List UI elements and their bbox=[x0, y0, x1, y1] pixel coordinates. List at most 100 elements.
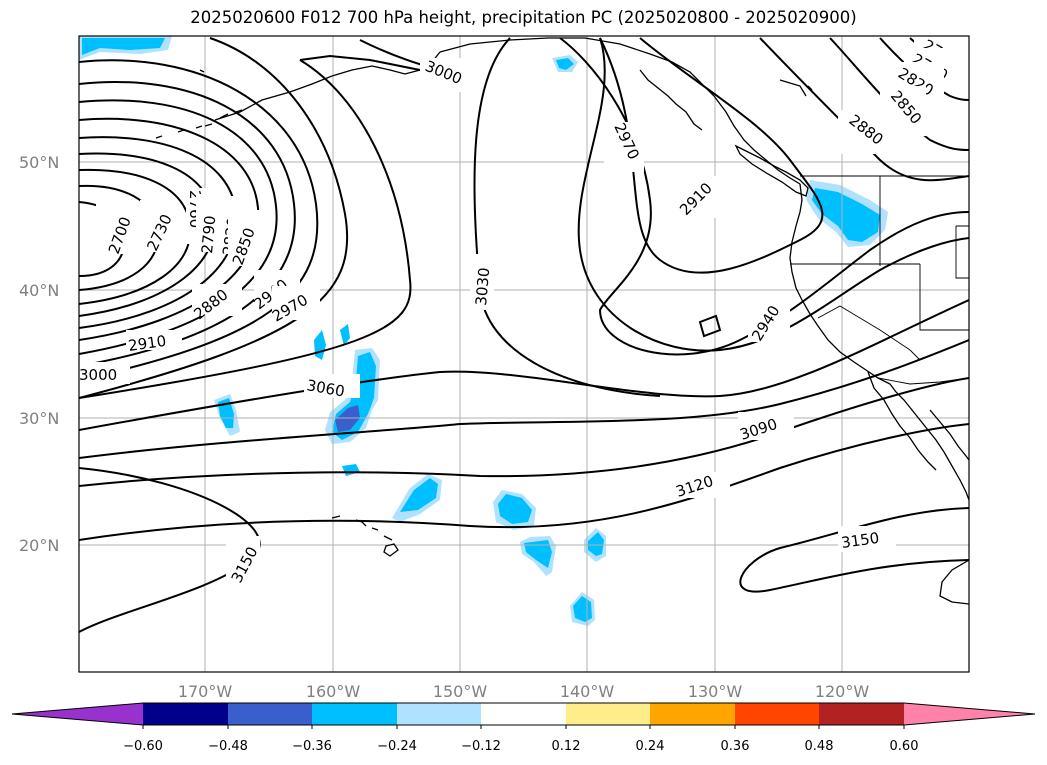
clabel-bg bbox=[738, 412, 794, 440]
contour-2940-east bbox=[577, 37, 969, 352]
aleutian-islands bbox=[155, 109, 243, 139]
clabel-bg bbox=[676, 176, 724, 218]
precip-patch bbox=[556, 58, 574, 70]
clabel-bg bbox=[226, 536, 260, 586]
precip-patch bbox=[588, 532, 604, 556]
contour-label-3000: 3000 bbox=[79, 366, 117, 384]
coastline-us-west bbox=[789, 183, 891, 385]
colorbar-segment bbox=[143, 703, 228, 725]
island-points bbox=[199, 69, 813, 97]
lon-label-150w: 150°W bbox=[433, 682, 488, 701]
contour-2880 bbox=[79, 99, 278, 355]
lat-label-40n: 40°N bbox=[19, 281, 59, 300]
contour-3030 bbox=[79, 299, 969, 431]
clabel-bg bbox=[196, 194, 218, 252]
clabel-bg bbox=[79, 362, 130, 384]
border-state-lines-1 bbox=[790, 176, 969, 331]
contour-3090 bbox=[79, 377, 969, 487]
clabel-bg bbox=[304, 374, 360, 398]
clabel-bg bbox=[604, 122, 644, 172]
lon-label-170w: 170°W bbox=[178, 682, 233, 701]
contour-2850 bbox=[79, 117, 260, 341]
clabel-bg bbox=[272, 286, 320, 320]
coastlines bbox=[155, 37, 969, 605]
lon-label-140w: 140°W bbox=[560, 682, 615, 701]
colorbar-ticks bbox=[142, 725, 905, 729]
colorbar: −0.60 −0.48 −0.36 −0.24 −0.12 0.12 0.24 … bbox=[11, 702, 1036, 754]
contour-3150-east bbox=[739, 507, 969, 593]
precip-patch bbox=[400, 478, 438, 512]
clabel-bg bbox=[96, 202, 126, 254]
colorbar-label: 0.24 bbox=[636, 739, 665, 754]
colorbar-label: −0.60 bbox=[123, 739, 163, 754]
contour-3060 bbox=[79, 339, 969, 459]
border-state-lines-3 bbox=[955, 225, 969, 279]
contour-label-2910: 2910 bbox=[127, 332, 167, 355]
clabel-bg bbox=[140, 200, 174, 252]
lat-label-50n: 50°N bbox=[19, 153, 59, 172]
lon-label-130w: 130°W bbox=[688, 682, 743, 701]
clabel-bg bbox=[126, 330, 182, 350]
lon-label-120w: 120°W bbox=[815, 682, 870, 701]
colorbar-label: −0.24 bbox=[377, 739, 417, 754]
colorbar-segment bbox=[228, 703, 312, 725]
precip-patch bbox=[82, 38, 165, 55]
lat-label-20n: 20°N bbox=[19, 536, 59, 555]
colorbar-label: −0.36 bbox=[292, 739, 332, 754]
colorbar-segment bbox=[566, 703, 650, 725]
contour-2940 bbox=[79, 59, 319, 381]
colorbar-segment bbox=[481, 703, 566, 725]
colorbar-segment bbox=[650, 703, 735, 725]
clabel-bg bbox=[838, 526, 896, 552]
hawaii-islands bbox=[331, 515, 399, 557]
clabel-bg bbox=[748, 292, 790, 342]
map-title: 2025020600 F012 700 hPa height, precipit… bbox=[190, 8, 857, 27]
colorbar-label: 0.48 bbox=[805, 739, 834, 754]
coastline-bc-islands bbox=[639, 69, 703, 131]
contour-label-3150-east: 3150 bbox=[840, 529, 880, 552]
colorbar-segment bbox=[312, 703, 397, 725]
longitude-labels: 170°W 160°W 150°W 140°W 130°W 120°W bbox=[178, 682, 870, 701]
clabel-bg bbox=[192, 284, 242, 316]
colorbar-extend-low bbox=[12, 703, 143, 725]
clabel-bg bbox=[470, 254, 494, 310]
coastline-baja bbox=[889, 383, 969, 501]
contour-label-2790: 2790 bbox=[198, 215, 219, 255]
precip-patch bbox=[812, 188, 880, 242]
colorbar-label: 0.12 bbox=[552, 739, 581, 754]
coastline-vancouver-island bbox=[734, 144, 809, 197]
colorbar-label: 0.36 bbox=[721, 739, 750, 754]
coastline-baja-west bbox=[867, 371, 937, 471]
contour-2910-east bbox=[599, 37, 824, 274]
contour-label-3030: 3030 bbox=[472, 267, 493, 307]
contour-labels: 2700 2730 2760 2790 2820 2850 2880 2910 … bbox=[79, 36, 969, 586]
contour-2880-east bbox=[759, 37, 969, 182]
clabel-bg bbox=[420, 58, 474, 92]
map-area: 2700 2730 2760 2790 2820 2850 2880 2910 … bbox=[79, 36, 969, 672]
precip-patch bbox=[340, 324, 350, 346]
precip-patch bbox=[524, 540, 552, 568]
contour-3000-b bbox=[299, 54, 421, 71]
lat-label-30n: 30°N bbox=[19, 409, 59, 428]
latitude-labels: 50°N 40°N 30°N 20°N bbox=[19, 153, 59, 555]
contour-2970 bbox=[79, 37, 349, 399]
contour-2910 bbox=[79, 80, 296, 367]
colorbar-label: 0.60 bbox=[890, 739, 919, 754]
precip-patch bbox=[498, 494, 532, 524]
coastline-mainland-mexico bbox=[929, 409, 969, 461]
colorbar-label: −0.48 bbox=[208, 739, 248, 754]
lon-label-160w: 160°W bbox=[306, 682, 361, 701]
clabel-bg bbox=[674, 472, 730, 498]
colorbar-label: −0.12 bbox=[461, 739, 501, 754]
coastline-mexico-south bbox=[939, 559, 969, 605]
colorbar-extend-high bbox=[904, 703, 1035, 725]
colorbar-segment bbox=[735, 703, 819, 725]
contour-closed-low bbox=[698, 314, 722, 338]
clabel-bg bbox=[838, 110, 894, 154]
map-frame bbox=[78, 35, 970, 673]
clabel-bg bbox=[228, 210, 260, 266]
colorbar-segment bbox=[397, 703, 481, 725]
border-state-lines-2 bbox=[817, 305, 921, 361]
colorbar-segment bbox=[819, 703, 904, 725]
